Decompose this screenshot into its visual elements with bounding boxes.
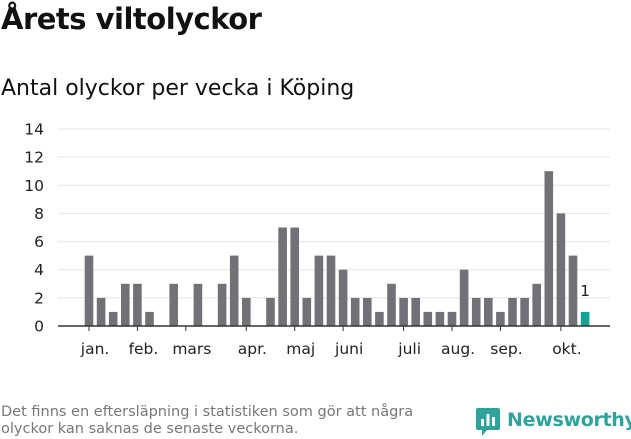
x-tick-label: aug.	[441, 340, 475, 358]
highlight-value-label: 1	[580, 282, 590, 300]
x-tick-label: juni	[334, 340, 363, 358]
x-tick-label: feb.	[129, 340, 159, 358]
bar	[96, 297, 106, 326]
newsworthy-logo-icon	[476, 408, 500, 436]
bar	[411, 297, 420, 326]
y-tick-label: 10	[24, 177, 44, 195]
bar	[375, 311, 384, 326]
y-tick-label: 4	[34, 261, 44, 279]
x-tick-label: okt.	[552, 340, 581, 358]
bar	[435, 311, 445, 326]
bar	[363, 297, 372, 326]
bar	[145, 311, 154, 326]
y-tick-label: 2	[34, 289, 44, 307]
bar	[496, 311, 505, 326]
bar	[387, 283, 396, 326]
bar	[338, 269, 348, 326]
bar	[133, 283, 142, 326]
bar	[508, 297, 517, 326]
bar	[169, 283, 178, 326]
bar	[84, 255, 94, 326]
x-tick-label: maj	[286, 340, 315, 358]
x-tick-label: juli	[397, 340, 421, 358]
bar	[544, 171, 554, 326]
bar	[459, 269, 469, 326]
bar	[242, 297, 251, 326]
brand-logo[interactable]: Newsworthy	[475, 407, 631, 439]
y-tick-label: 8	[34, 205, 44, 223]
footnote: Det finns en eftersläpning i statistiken…	[1, 404, 414, 437]
bar	[350, 297, 360, 326]
bar	[217, 283, 227, 326]
bar	[108, 311, 118, 326]
chart-subtitle: Antal olyckor per vecka i Köping	[1, 76, 355, 101]
bar	[423, 311, 433, 326]
bar-chart: 0 2 4 6 8 10 12 14 1 jan. feb. mars apr. maj juni juli a…	[24, 121, 610, 358]
bar-highlight	[580, 311, 590, 326]
brand-name: Newsworthy	[507, 409, 631, 431]
bar	[556, 213, 566, 326]
bar	[314, 255, 324, 326]
bar	[520, 297, 529, 326]
x-tick-label: apr.	[238, 340, 267, 358]
bar	[193, 283, 203, 326]
x-tick-label: sep.	[490, 340, 522, 358]
bar	[290, 227, 299, 326]
bar	[326, 255, 336, 326]
bar	[302, 297, 312, 326]
bar	[121, 283, 130, 326]
bar	[484, 297, 493, 326]
bar	[278, 227, 287, 326]
y-tick-label: 6	[34, 233, 44, 251]
x-tick-label: jan.	[80, 340, 110, 358]
bar	[447, 311, 457, 326]
bar	[399, 297, 408, 326]
bar	[568, 255, 578, 326]
y-tick-label: 12	[24, 149, 44, 167]
bar	[229, 255, 239, 326]
y-tick-label: 14	[24, 121, 44, 139]
y-tick-label: 0	[34, 318, 44, 336]
chart-title: Årets viltolyckor	[1, 2, 262, 36]
bar	[532, 283, 541, 326]
bar	[471, 297, 481, 326]
x-tick-label: mars	[172, 340, 211, 358]
bar	[266, 297, 275, 326]
